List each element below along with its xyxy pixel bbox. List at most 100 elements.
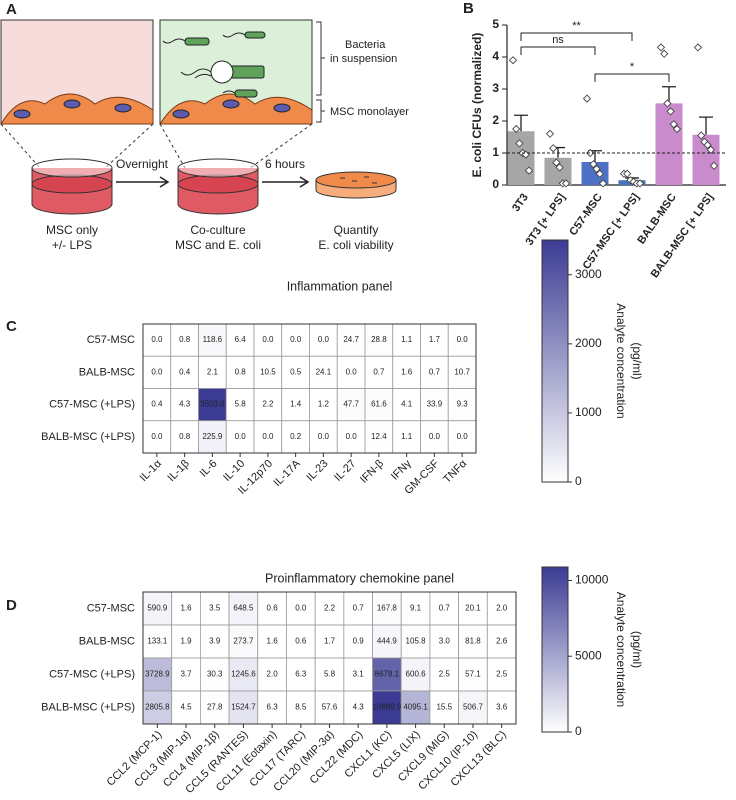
cell-label: 0.6: [267, 604, 279, 613]
heatmap-cell: [458, 624, 488, 659]
cell-label: 0.0: [151, 335, 163, 344]
heatmap-cell: [171, 624, 201, 659]
heatmap-cell: [400, 624, 431, 659]
cell-label: 6.3: [267, 703, 279, 712]
cell-label: 8.5: [295, 703, 307, 712]
cell-label: 2.0: [267, 670, 279, 679]
cell-label: 3.6: [496, 703, 508, 712]
heatmap-cell: [372, 657, 402, 692]
cell-label: 590.9: [147, 604, 168, 613]
cell-label: 8678.1: [375, 670, 400, 679]
heatmap-cell: [198, 420, 227, 454]
cell-label: 0.0: [318, 335, 330, 344]
cell-label: 0.9: [353, 637, 365, 646]
heatmap-cell: [343, 690, 373, 725]
cell-label: 0.0: [457, 335, 469, 344]
cell-label: 9.3: [457, 400, 469, 409]
heatmap-cell: [458, 690, 488, 725]
error-bar: [699, 116, 713, 135]
cell-label: 0.0: [151, 432, 163, 441]
column-label: IL-1β: [165, 458, 191, 484]
cell-label: 0.0: [457, 432, 469, 441]
cell-label: 9.1: [410, 604, 422, 613]
cell-label: 4.3: [353, 703, 365, 712]
error-bar: [662, 86, 676, 104]
cell-label: 3.7: [180, 670, 192, 679]
cell-label: 0.7: [353, 604, 365, 613]
data-point: [706, 145, 715, 154]
significance-bracket: [520, 32, 633, 41]
heatmap-cell: [198, 323, 227, 357]
data-point: [555, 163, 564, 172]
heatmap-cell: [253, 420, 283, 454]
heatmap-cell: [364, 355, 394, 389]
heatmap-cell: [486, 690, 517, 725]
cell-label: 0.8: [235, 367, 247, 376]
cell-label: 0.0: [151, 367, 163, 376]
cell-label: 1524.7: [231, 703, 256, 712]
heatmap-cell: [199, 690, 230, 725]
cell-label: 20.1: [465, 604, 481, 613]
cell-label: 3.9: [209, 637, 221, 646]
heatmap-frame: [142, 323, 477, 454]
data-point: [582, 94, 592, 103]
cell-label: 506.7: [463, 703, 484, 712]
row-label: C57-MSC (+LPS): [49, 399, 135, 411]
cell-label: 0.0: [290, 335, 302, 344]
heatmap-cell: [309, 388, 338, 422]
column-label: IL-1α: [138, 457, 165, 484]
bar: [655, 103, 683, 185]
cell-label: 24.7: [343, 335, 359, 344]
cell-label: 0.4: [179, 367, 191, 376]
colorbar-label: Analyte concentration: [614, 303, 628, 418]
cell-label: 0.4: [151, 400, 163, 409]
column-label: IFN-β: [358, 458, 386, 486]
data-point: [512, 124, 521, 134]
heatmap-cell: [257, 657, 287, 692]
data-point: [586, 148, 595, 158]
heatmap-cell: [343, 657, 373, 692]
cell-label: 133.1: [147, 637, 168, 646]
colorbar-tick-label: 10000: [575, 573, 609, 587]
diagram: Bacteria in suspension MSC monolayer Ove…: [0, 19, 409, 252]
heatmap-cell: [314, 624, 345, 659]
step-label: MSC and E. coli: [175, 238, 261, 252]
cell-label: 0.7: [439, 604, 451, 613]
data-point: [635, 179, 645, 188]
significance-label: ns: [552, 34, 564, 46]
cell-label: 648.5: [233, 604, 254, 613]
heatmap-cell: [142, 690, 173, 725]
cell-label: 6.3: [295, 670, 307, 679]
cell-label: 33.9: [427, 400, 443, 409]
cell-label: 81.8: [465, 637, 481, 646]
heatmap-cell: [142, 420, 172, 454]
heatmap-cell: [142, 388, 172, 422]
cell-label: 273.7: [233, 637, 254, 646]
cell-label: 0.0: [262, 432, 274, 441]
heatmap-cell: [400, 690, 431, 725]
cell-label: 1.4: [290, 400, 302, 409]
cell-label: 1.7: [429, 335, 441, 344]
cell-label: 0.0: [318, 432, 330, 441]
heatmap-cell: [458, 591, 488, 626]
cell-label: 15.5: [436, 703, 452, 712]
cell-label: 444.9: [377, 637, 398, 646]
row-label: C57-MSC (+LPS): [49, 668, 135, 680]
colorbar-tick-label: 0: [575, 474, 582, 488]
data-point: [515, 139, 524, 148]
data-point: [598, 179, 608, 188]
row-label: C57-MSC: [87, 334, 135, 346]
data-point: [508, 56, 518, 65]
heatmap-cell: [336, 388, 366, 422]
cell-label: 2.5: [439, 670, 451, 679]
cell-label: 10.5: [260, 367, 276, 376]
arrow-label: 6 hours: [265, 157, 305, 171]
data-point: [663, 99, 672, 108]
cell-label: 4095.1: [403, 703, 428, 712]
cell-label: 3728.9: [145, 670, 170, 679]
cell-label: 0.8: [179, 335, 191, 344]
cell-label: 0.0: [429, 432, 441, 441]
cell-label: 3.5: [209, 604, 221, 613]
significance-bracket: [520, 46, 596, 55]
step-label: E. coli viability: [318, 238, 393, 252]
